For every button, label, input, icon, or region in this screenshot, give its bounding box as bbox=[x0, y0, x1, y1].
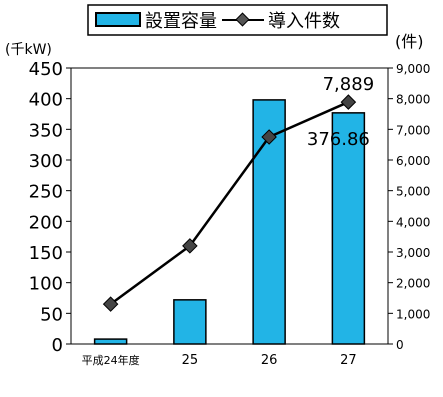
y-right-tick-label: 4,000 bbox=[396, 215, 430, 229]
line-point bbox=[340, 94, 357, 110]
x-tick-label: 27 bbox=[340, 353, 357, 368]
bar bbox=[93, 338, 128, 345]
data-label: 376.86 bbox=[307, 129, 370, 150]
label-layer: 7,889 376.86 bbox=[307, 74, 374, 150]
y-right-tick-label: 6,000 bbox=[396, 154, 430, 168]
y-right-tick-label: 3,000 bbox=[396, 246, 430, 260]
y-left-tick-label: 50 bbox=[40, 304, 63, 325]
y-axis-left-title: (千kW) bbox=[5, 42, 52, 58]
y-left-tick-label: 100 bbox=[29, 274, 63, 295]
x-tick-label: 25 bbox=[182, 353, 199, 368]
legend-bar-label: 設置容量 bbox=[145, 11, 217, 32]
y-left-tick-label: 200 bbox=[29, 212, 63, 233]
line-point bbox=[261, 129, 277, 145]
x-tick-label: 26 bbox=[261, 353, 278, 368]
legend: 設置容量 導入件数 bbox=[87, 4, 388, 36]
y-left-tick-label: 250 bbox=[29, 182, 63, 203]
y-axis-right-title: (件) bbox=[395, 32, 424, 51]
y-left-tick-label: 350 bbox=[29, 120, 63, 141]
line-series bbox=[109, 100, 349, 306]
y-right-tick-label: 7,000 bbox=[396, 123, 430, 137]
line-layer bbox=[102, 94, 357, 312]
bar bbox=[173, 299, 207, 345]
y-right-tick-label: 9,000 bbox=[396, 62, 430, 76]
y-left-tick-label: 0 bbox=[52, 335, 63, 356]
y-right-tick-label: 1,000 bbox=[396, 307, 430, 321]
y-right-tick-label: 5,000 bbox=[396, 185, 430, 199]
y-left-tick-label: 450 bbox=[29, 59, 63, 80]
bar bbox=[331, 112, 366, 345]
y-right-tick-label: 8,000 bbox=[396, 93, 430, 107]
legend-line-marker bbox=[235, 12, 250, 27]
plot-area bbox=[70, 67, 389, 345]
tick-layer: 0 50 100 150 200 250 300 350 400 450 0 1,000 2,000 3,… bbox=[29, 59, 431, 368]
y-right-tick-label: 2,000 bbox=[396, 277, 430, 291]
y-left-tick-label: 150 bbox=[29, 243, 63, 264]
line-point bbox=[182, 238, 198, 254]
line-point bbox=[102, 296, 119, 312]
legend-bar-swatch bbox=[95, 12, 141, 27]
data-label: 7,889 bbox=[323, 74, 375, 95]
y-right-tick-label: 0 bbox=[396, 338, 404, 352]
x-tick-label: 平成24年度 bbox=[82, 353, 140, 367]
legend-line-label: 導入件数 bbox=[268, 11, 340, 32]
y-left-tick-label: 400 bbox=[29, 90, 63, 111]
y-left-tick-label: 300 bbox=[29, 151, 63, 172]
bar-layer bbox=[93, 99, 366, 345]
